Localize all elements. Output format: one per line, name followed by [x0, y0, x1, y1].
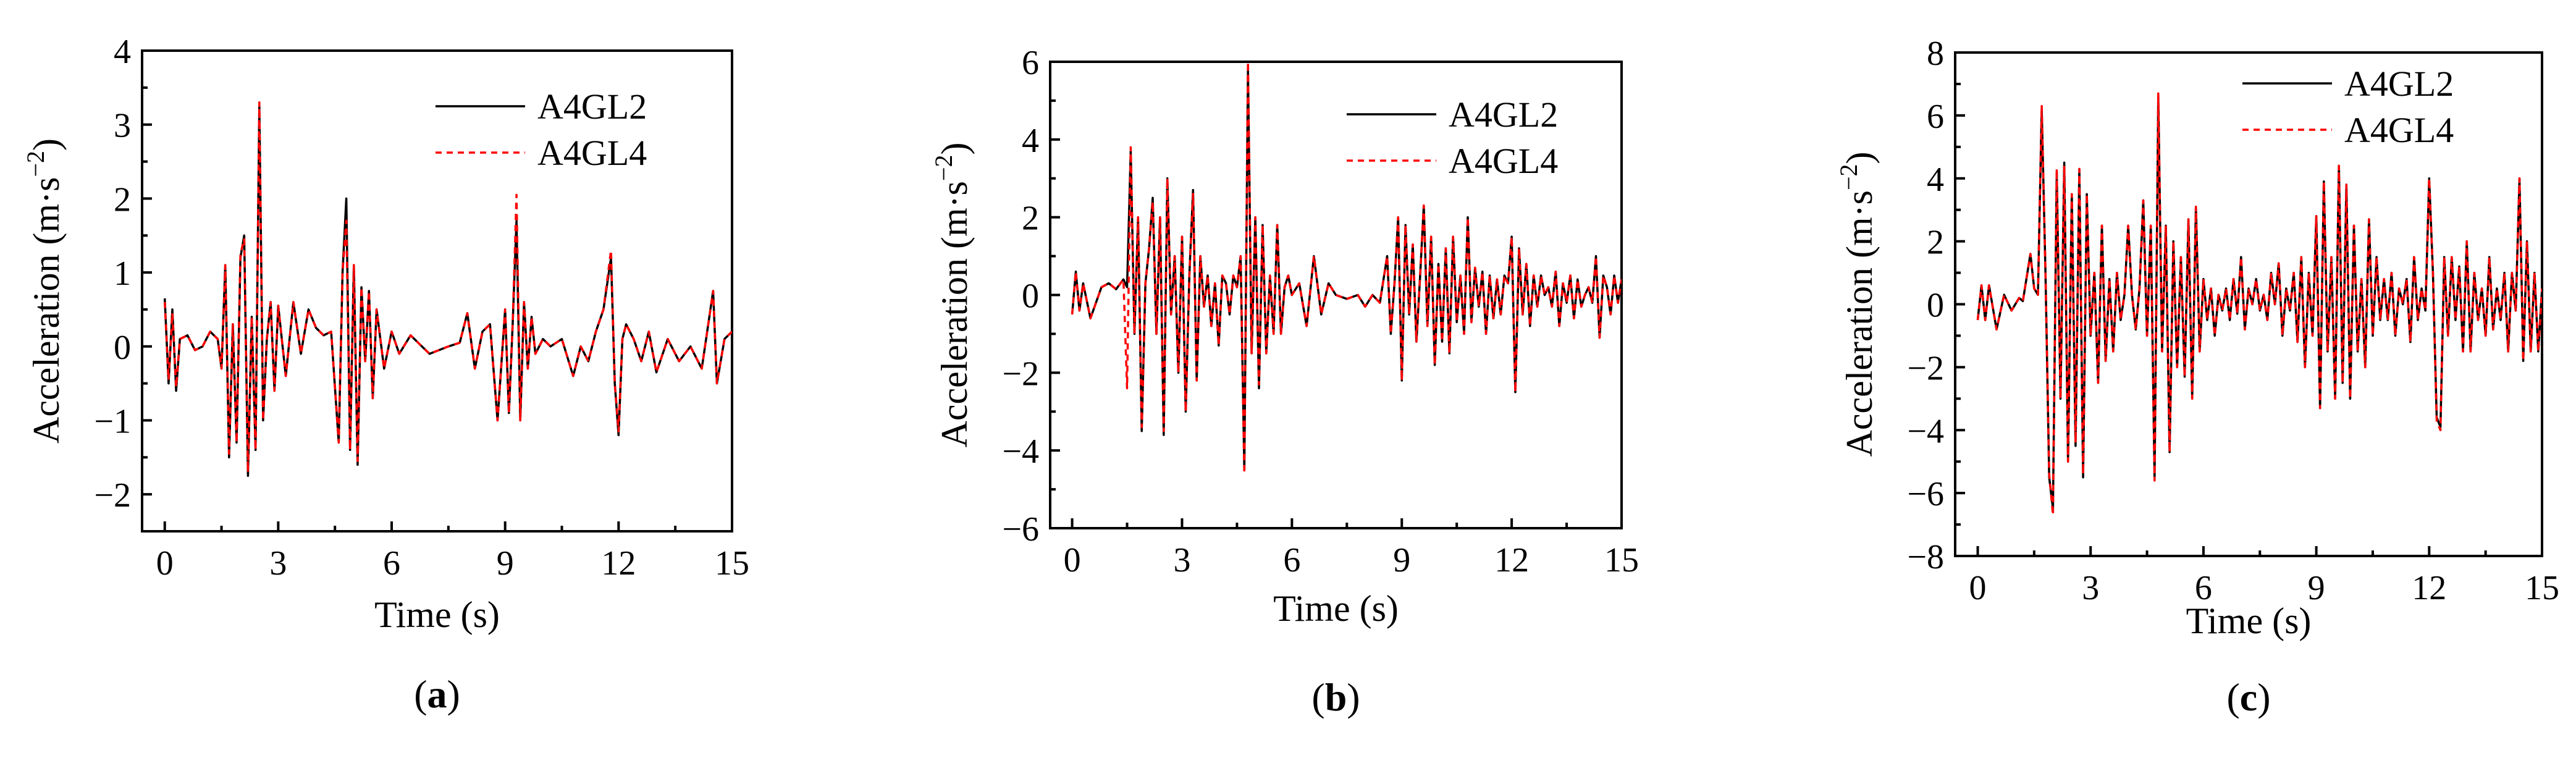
series-line-a4gl2: [163, 105, 732, 477]
y-tick-label: −2: [1002, 355, 1039, 393]
x-tick-label: 15: [2525, 569, 2559, 607]
y-tick-label: 0: [1022, 277, 1039, 316]
x-tick-label: 6: [1283, 541, 1300, 579]
y-axis-label: Acceleration (m·s−2): [1835, 151, 1880, 457]
x-axis-label: Time (s): [1273, 588, 1399, 629]
legend-label: A4GL2: [1449, 95, 1558, 135]
y-tick-label: 6: [1022, 44, 1039, 82]
x-tick-label: 15: [1604, 541, 1639, 579]
y-axis-label-main: Acceleration (m·s: [934, 181, 975, 447]
legend: A4GL2 A4GL4: [2242, 64, 2454, 150]
x-tick-label: 0: [1064, 541, 1081, 579]
panel-label: (c): [2226, 675, 2270, 719]
y-axis-label-main: Acceleration (m·s: [1839, 190, 1880, 457]
legend-label: A4GL4: [1449, 141, 1558, 181]
y-axis-label-close: ): [1839, 151, 1880, 164]
x-tick-label: 0: [156, 544, 174, 583]
y-tick-label: 2: [114, 180, 131, 219]
y-tick-label: 0: [1927, 287, 1944, 325]
y-tick-label: 3: [114, 107, 131, 145]
y-axis-label-sup: −2: [1835, 164, 1863, 190]
x-tick-label: 3: [2082, 569, 2099, 607]
x-tick-label: 15: [715, 544, 749, 583]
chart-panel-b: 0 3 6 9 12 15 −6 −4 −2 0 2 4 6 Time (s) Acceleration (…: [930, 44, 1639, 719]
plot-frame: [141, 49, 733, 533]
series-line-a4gl4: [1976, 92, 2542, 516]
y-tick-label: −2: [1907, 349, 1944, 387]
x-tick-label: 3: [269, 544, 287, 583]
y-tick-label: 4: [1927, 161, 1944, 199]
y-axis-label: Acceleration (m·s−2): [22, 138, 67, 444]
y-tick-label: 0: [114, 329, 131, 367]
y-tick-label: 1: [114, 255, 131, 293]
y-tick-label: 2: [1927, 224, 1944, 262]
y-tick-label: 2: [1022, 200, 1039, 238]
x-tick-label: 6: [383, 544, 400, 583]
series-line-a4gl4: [163, 101, 732, 473]
x-tick-label: 9: [1393, 541, 1410, 579]
y-axis-label-main: Acceleration (m·s: [26, 177, 67, 444]
x-tick-label: 9: [497, 544, 514, 583]
legend-label: A4GL4: [2344, 110, 2454, 150]
y-tick-label: −2: [94, 476, 131, 515]
legend-label: A4GL2: [2344, 64, 2454, 104]
panel-label: (b): [1311, 675, 1360, 719]
y-tick-label: −6: [1002, 510, 1039, 549]
x-tick-label: 12: [2412, 569, 2446, 607]
y-tick-label: −6: [1907, 475, 1944, 513]
y-axis-label: Acceleration (m·s−2): [930, 142, 975, 447]
y-tick-label: −4: [1002, 432, 1039, 471]
y-tick-label: −1: [94, 402, 131, 440]
legend: A4GL2 A4GL4: [1347, 95, 1558, 181]
y-tick-label: −4: [1907, 412, 1944, 450]
y-tick-label: 6: [1927, 98, 1944, 136]
y-tick-label: −8: [1907, 538, 1944, 576]
x-tick-label: 12: [601, 544, 636, 583]
y-axis-label-sup: −2: [930, 154, 958, 181]
legend-label: A4GL4: [537, 133, 647, 173]
y-axis-label-close: ): [26, 138, 67, 151]
x-tick-label: 6: [2195, 569, 2212, 607]
y-axis-label-sup: −2: [22, 151, 49, 177]
chart-panel-c: 0 3 6 9 12 15 −8 −6 −4 −2 0 2 4 6 8 Time (s) Acceleratio…: [1835, 35, 2559, 719]
x-axis-label: Time (s): [2186, 600, 2312, 641]
y-tick-label: 8: [1927, 35, 1944, 73]
y-axis-label-close: ): [934, 142, 975, 154]
x-axis-label: Time (s): [374, 594, 500, 635]
legend-label: A4GL2: [537, 86, 647, 127]
x-tick-label: 0: [1969, 569, 1987, 607]
y-tick-label: 4: [114, 33, 131, 71]
series-line-a4gl4: [1071, 62, 1622, 475]
y-tick-label: 4: [1022, 122, 1039, 160]
x-tick-label: 3: [1173, 541, 1190, 579]
x-tick-label: 9: [2308, 569, 2325, 607]
legend: A4GL2 A4GL4: [436, 86, 647, 173]
x-tick-label: 12: [1494, 541, 1529, 579]
panel-label: (a): [414, 672, 460, 716]
